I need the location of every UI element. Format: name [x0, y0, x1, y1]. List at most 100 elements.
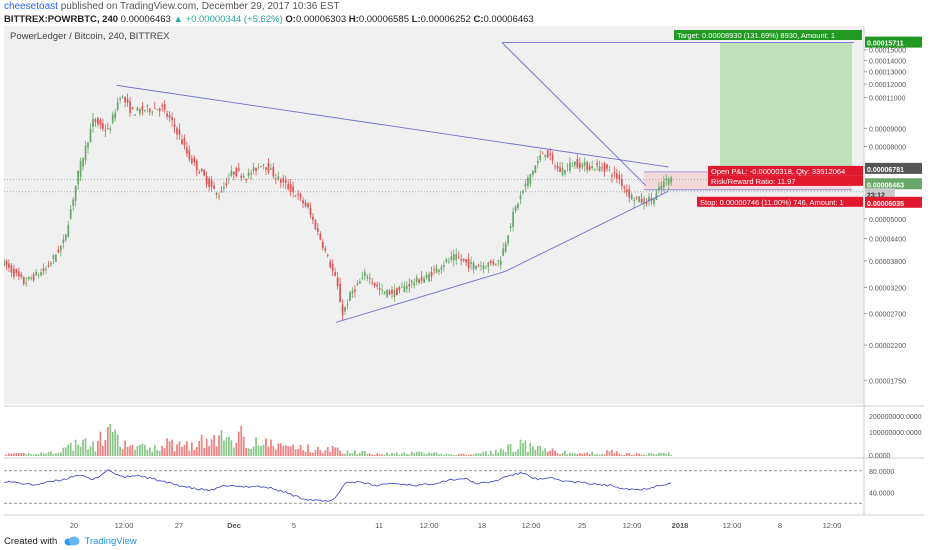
volume-bar [245, 447, 248, 456]
candle-body [126, 98, 129, 103]
volume-bar [297, 448, 299, 456]
volume-bar [136, 445, 139, 456]
candle-body [151, 111, 154, 113]
tradingview-brand[interactable]: TradingView [84, 536, 137, 547]
time-tick-label: 12:00 [723, 521, 742, 530]
candle-body [435, 267, 438, 273]
volume-bar [225, 437, 228, 456]
time-tick-label: 12:00 [522, 521, 541, 530]
candle-body [213, 185, 215, 189]
candle-body [319, 233, 322, 240]
candle-body [393, 289, 396, 297]
volume-bar [413, 453, 416, 456]
candle-body [492, 261, 495, 265]
candle-body [588, 166, 591, 170]
candle-body [198, 172, 201, 174]
candle-body [613, 171, 616, 173]
volume-bar [499, 448, 502, 456]
label-text: Stop: 0.00000746 (11.00%) 746, Amount: 1 [700, 198, 844, 207]
price-tick-label: 0.00009000 [869, 126, 906, 133]
candle-body [482, 265, 485, 270]
volume-bar [213, 434, 215, 456]
candle-body [653, 198, 655, 204]
candle-body [366, 276, 369, 279]
candle-body [472, 263, 475, 270]
candle-body [307, 203, 309, 208]
candle-body [20, 274, 23, 278]
candle-body [124, 96, 126, 103]
volume-bar [77, 444, 80, 456]
volume-bar [522, 443, 524, 456]
volume-bar [425, 453, 428, 456]
candle-body [643, 198, 645, 204]
volume-bar [494, 449, 497, 456]
candle-body [302, 200, 304, 204]
volume-bar [111, 432, 114, 456]
candle-body [134, 114, 136, 116]
volume-bar [69, 442, 72, 456]
time-tick-label: 5 [292, 521, 296, 530]
candle-body [208, 178, 210, 187]
volume-bar [583, 453, 586, 456]
candle-body [376, 284, 379, 287]
volume-bar [84, 438, 87, 456]
candle-body [447, 261, 450, 263]
volume-bar [430, 453, 433, 456]
candle-body [232, 171, 235, 175]
candle-body [556, 165, 559, 169]
volume-bar [82, 439, 84, 456]
candle-body [346, 304, 349, 306]
volume-bar [366, 453, 369, 456]
volume-bar [635, 453, 638, 456]
price-chart[interactable]: PowerLedger / Bitcoin, 240, BITTREX 0.000… [4, 26, 924, 534]
candle-body [270, 168, 272, 170]
candle-body [79, 161, 82, 177]
volume-bar [388, 454, 391, 456]
volume-bar [556, 453, 559, 456]
price-tag-text: 0.00006781 [867, 167, 904, 174]
candle-body [109, 128, 112, 131]
low-label: L: [411, 14, 421, 25]
volume-bar [336, 447, 339, 456]
volume-bar [304, 451, 307, 456]
candle-body [59, 245, 62, 251]
volume-bar [37, 454, 40, 456]
volume-bar [363, 450, 366, 456]
candle-body [645, 203, 648, 204]
volume-bar [27, 453, 30, 456]
candle-body [606, 164, 608, 169]
volume-bar [341, 453, 344, 456]
price-tag-bg [865, 36, 922, 48]
candle-body [218, 196, 220, 198]
candle-body [299, 193, 302, 198]
volume-bar [134, 449, 136, 456]
volume-bar [186, 441, 188, 456]
candle-body [146, 105, 149, 107]
candle-body [361, 277, 364, 279]
price-tick-label: 0.00013000 [869, 70, 906, 77]
author-link[interactable]: cheesetoast [4, 1, 58, 12]
volume-bar [423, 453, 425, 456]
risk-reward-label: Risk/Reward Ratio: 11.97 [708, 175, 863, 186]
volume-bar [237, 431, 240, 456]
volume-bar [153, 444, 156, 456]
candle-body [462, 258, 465, 261]
candle-body [158, 108, 161, 111]
volume-bar [158, 450, 161, 456]
volume-bar [101, 445, 104, 456]
volume-bar [17, 452, 20, 456]
candle-body [596, 163, 598, 166]
time-tick-label: 11 [375, 521, 383, 530]
candle-body [371, 281, 374, 283]
volume-bar [534, 449, 537, 456]
candle-body [4, 260, 5, 266]
candle-body [210, 179, 213, 187]
volume-bar [166, 438, 168, 456]
volume-bar [72, 450, 75, 456]
volume-bar [598, 454, 601, 456]
volume-bar [10, 453, 13, 456]
volume-bar [354, 450, 356, 456]
chart-area[interactable]: PowerLedger / Bitcoin, 240, BITTREX 0.000… [4, 26, 924, 534]
candle-body [136, 107, 139, 111]
candle-body [415, 277, 418, 282]
